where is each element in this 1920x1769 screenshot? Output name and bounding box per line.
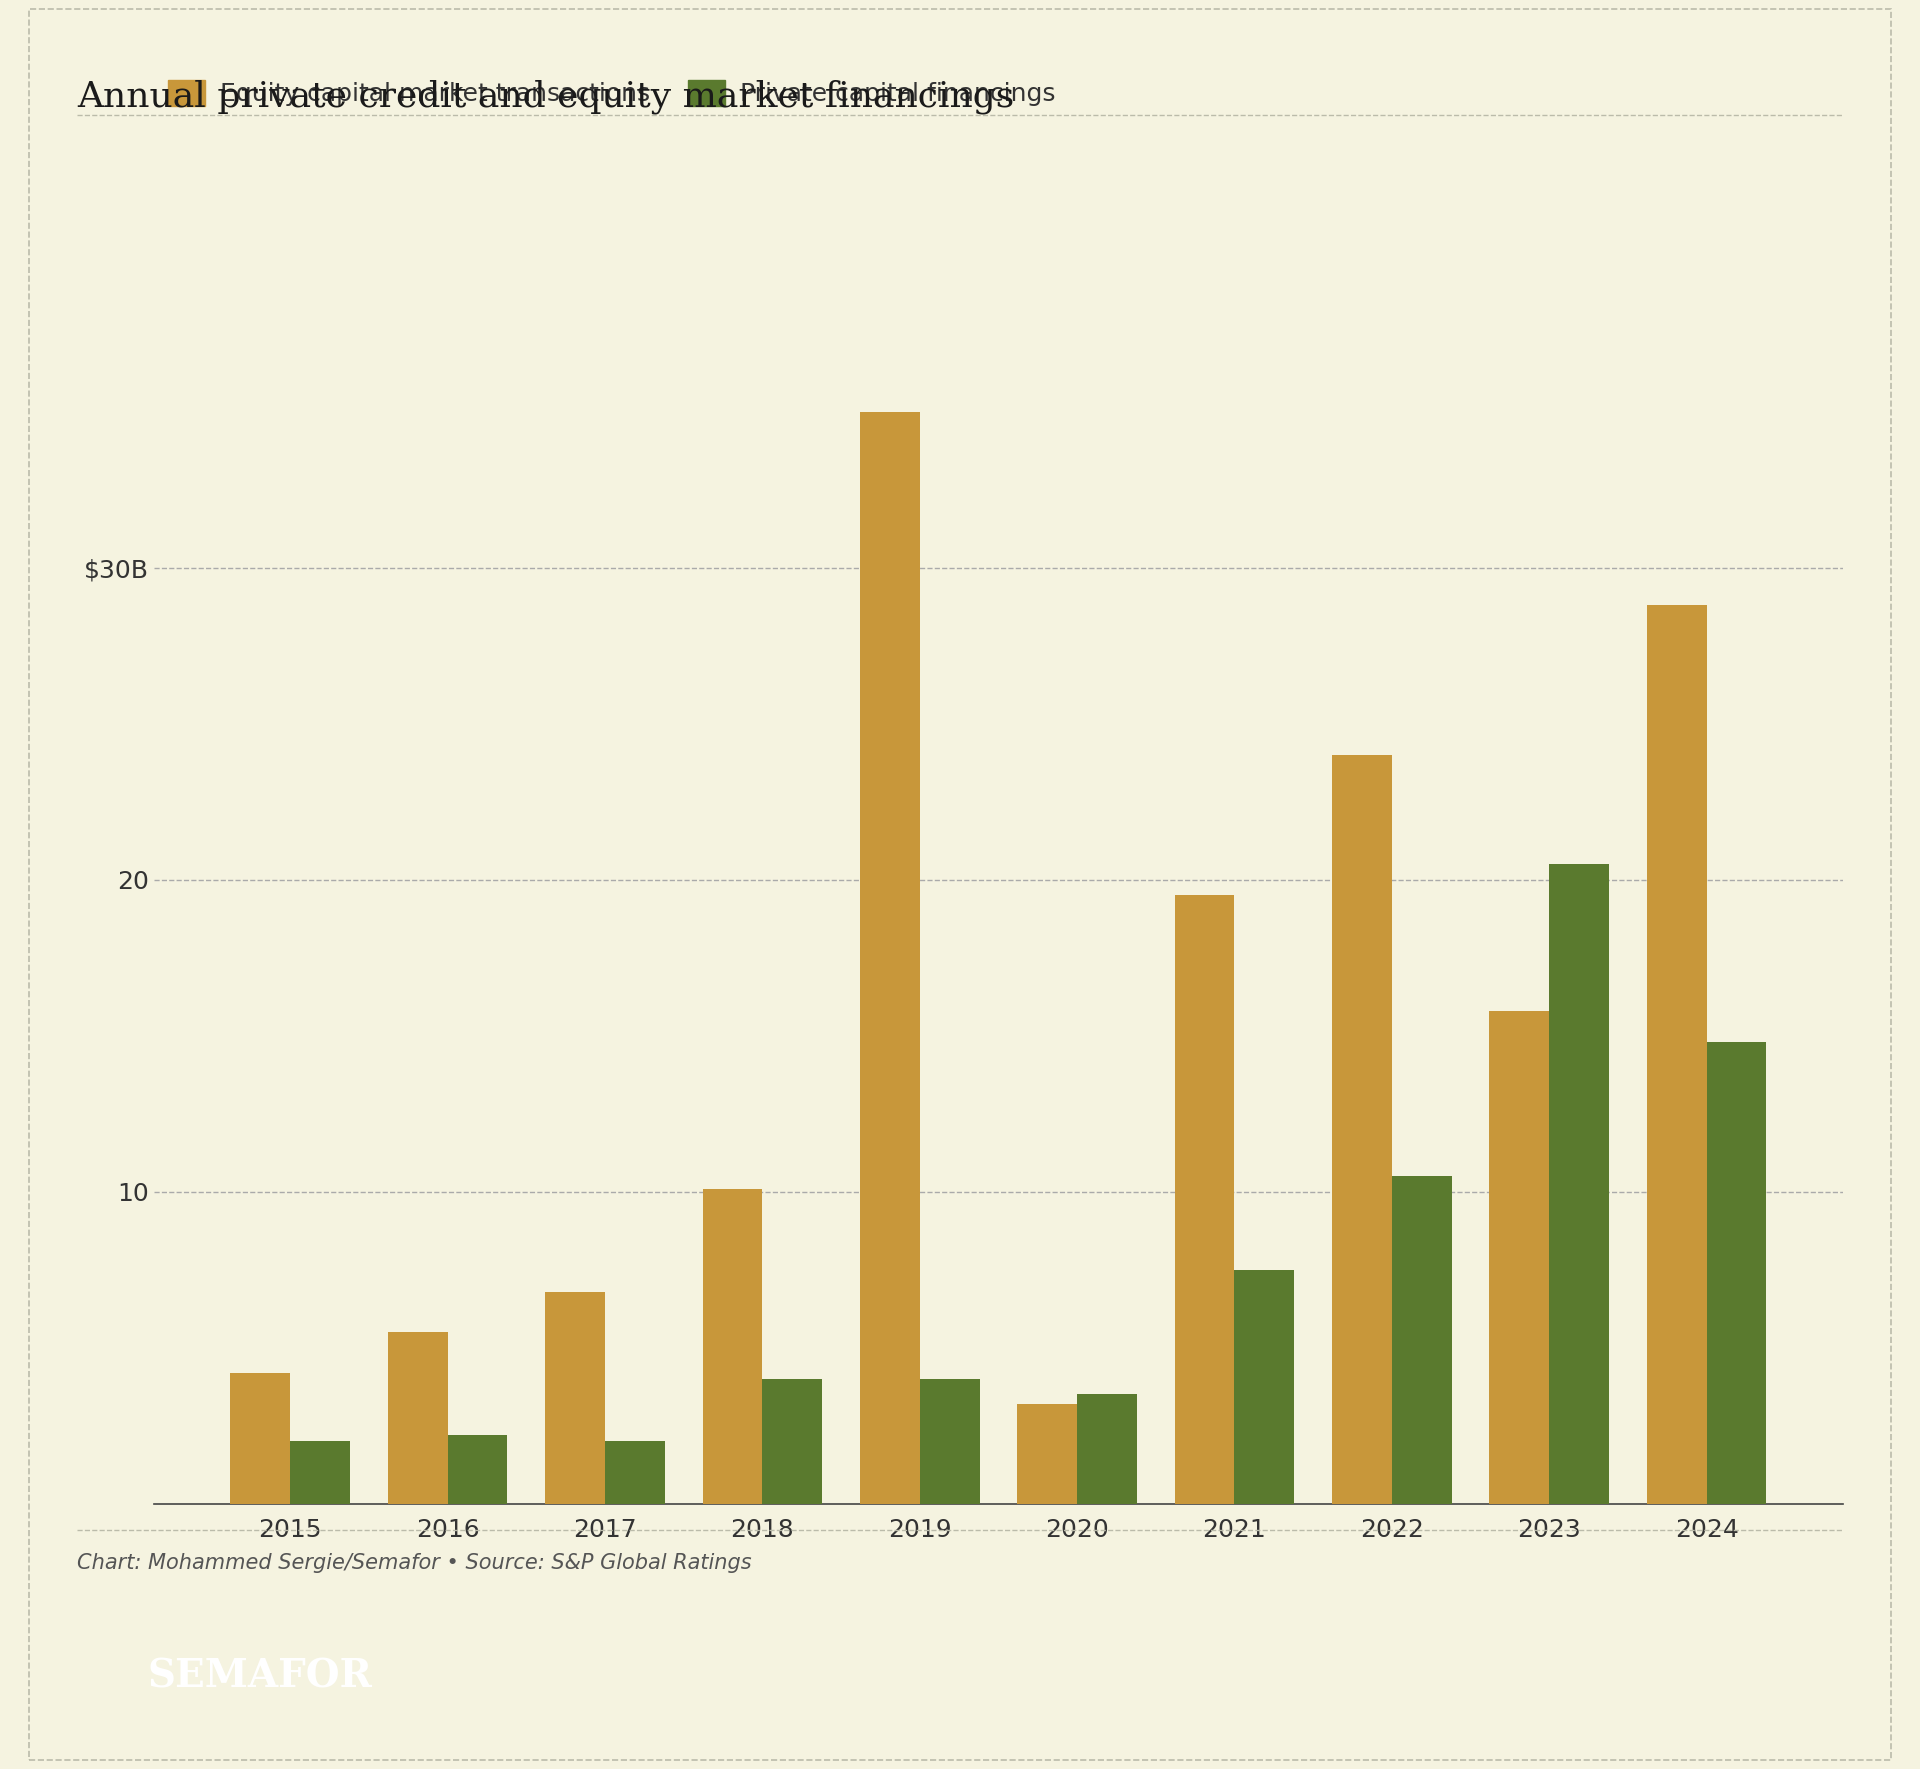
Bar xyxy=(290,1442,349,1504)
Bar xyxy=(447,1435,507,1504)
Bar xyxy=(1707,1042,1766,1504)
Bar xyxy=(1647,605,1707,1504)
Text: Chart: Mohammed Sergie/Semafor • Source: S&P Global Ratings: Chart: Mohammed Sergie/Semafor • Source:… xyxy=(77,1553,751,1573)
Bar xyxy=(860,412,920,1504)
Text: SEMAFOR: SEMAFOR xyxy=(148,1658,372,1695)
Bar xyxy=(920,1378,979,1504)
Bar xyxy=(703,1189,762,1504)
Bar xyxy=(1332,755,1392,1504)
Bar xyxy=(1235,1270,1294,1504)
Bar xyxy=(1490,1010,1549,1504)
Bar xyxy=(605,1442,664,1504)
Bar xyxy=(1077,1394,1137,1504)
Text: Annual private credit and equity market financings: Annual private credit and equity market … xyxy=(77,80,1014,115)
Bar xyxy=(1175,895,1235,1504)
Bar xyxy=(545,1291,605,1504)
Bar xyxy=(388,1332,447,1504)
Legend: Equity capital market transactions, Private capital financings: Equity capital market transactions, Priv… xyxy=(157,71,1066,117)
Bar xyxy=(1018,1405,1077,1504)
Bar xyxy=(230,1373,290,1504)
Bar xyxy=(762,1378,822,1504)
Bar xyxy=(1392,1176,1452,1504)
Bar xyxy=(1549,865,1609,1504)
